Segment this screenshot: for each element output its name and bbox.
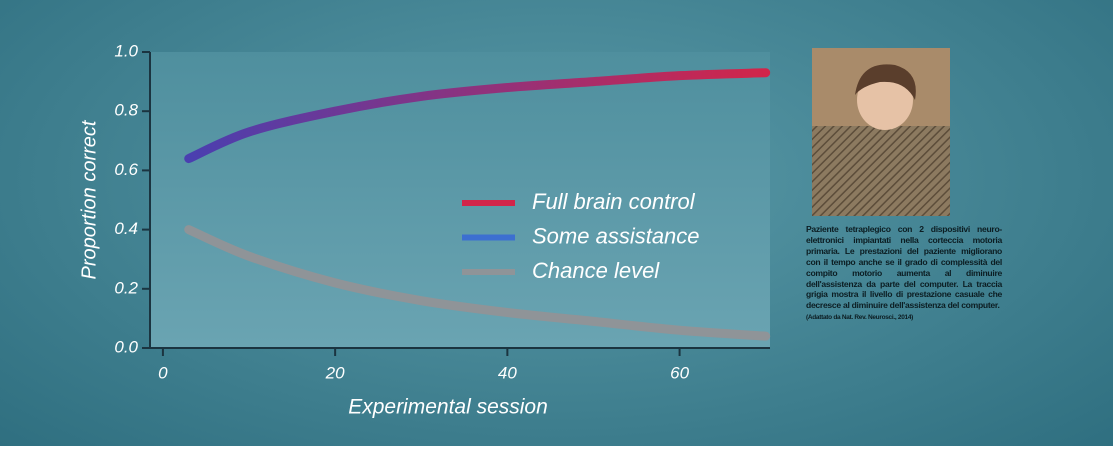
caption: Paziente tetraplegico con 2 dispositivi … — [806, 224, 1002, 324]
legend-label: Some assistance — [532, 223, 700, 248]
x-tick-label: 0 — [158, 363, 168, 382]
photo — [812, 48, 950, 216]
caption-source: (Adattato da Nat. Rev. Neurosci., 2014) — [806, 313, 1002, 324]
y-tick-label: 1.0 — [114, 41, 138, 60]
legend-label: Full brain control — [532, 189, 696, 214]
y-tick-label: 0.6 — [114, 160, 138, 179]
caption-text: Paziente tetraplegico con 2 dispositivi … — [806, 224, 1002, 311]
x-tick-label: 20 — [325, 363, 345, 382]
y-tick-label: 0.0 — [114, 337, 138, 356]
chart: Experimental session Proportion correct … — [0, 0, 1113, 446]
x-axis-title: Experimental session — [348, 396, 548, 419]
legend-label: Chance level — [532, 258, 660, 283]
y-tick-label: 0.8 — [114, 101, 138, 120]
page: Experimental session Proportion correct … — [0, 0, 1113, 446]
x-tick-label: 60 — [670, 363, 689, 382]
x-tick-label: 40 — [498, 363, 517, 382]
y-tick-label: 0.2 — [114, 278, 138, 297]
y-tick-label: 0.4 — [114, 219, 138, 238]
y-axis-title: Proportion correct — [78, 119, 100, 279]
